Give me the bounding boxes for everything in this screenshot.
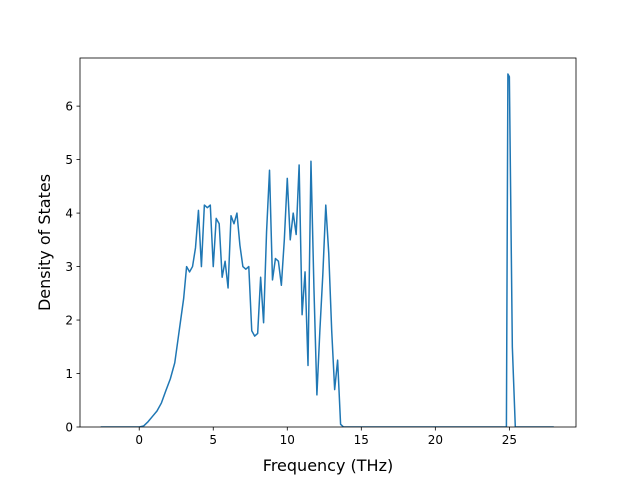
x-axis-label: Frequency (THz) <box>263 456 393 475</box>
x-tick-label: 20 <box>428 433 443 447</box>
plot-area <box>100 73 554 427</box>
x-tick-label: 10 <box>280 433 295 447</box>
y-axis-label: Density of States <box>35 174 54 311</box>
x-tick-label: 5 <box>209 433 217 447</box>
y-tick-label: 3 <box>65 260 73 274</box>
y-tick-label: 2 <box>65 313 73 327</box>
x-tick-label: 0 <box>135 433 143 447</box>
y-tick-label: 1 <box>65 367 73 381</box>
y-tick-label: 0 <box>65 420 73 434</box>
x-tick-label: 25 <box>502 433 517 447</box>
y-tick-label: 6 <box>65 99 73 113</box>
y-tick-label: 5 <box>65 153 73 167</box>
axes-frame <box>79 57 577 428</box>
series-line-0 <box>100 73 554 427</box>
axes: 0 5 10 15 20 25 0 1 2 3 4 5 6 <box>65 57 577 447</box>
y-tick-label: 4 <box>65 206 73 220</box>
x-tick-label: 15 <box>354 433 369 447</box>
